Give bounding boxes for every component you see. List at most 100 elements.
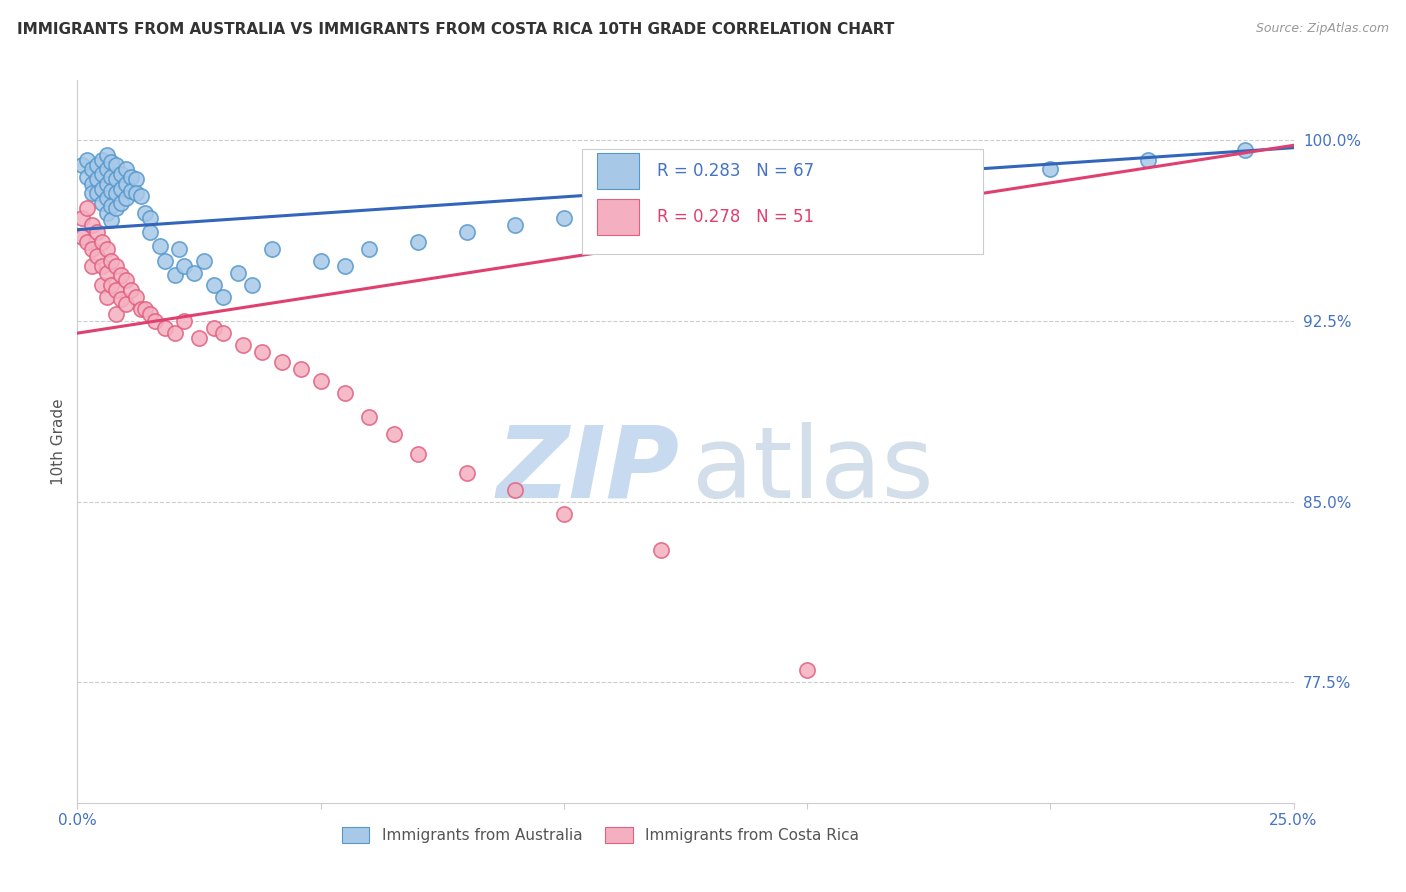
Point — [139, 211, 162, 225]
Point — [942, 172, 965, 186]
Point — [183, 266, 205, 280]
Point — [90, 181, 112, 195]
Point — [90, 153, 112, 167]
Point — [110, 196, 132, 211]
Point — [406, 235, 429, 249]
Point — [1039, 162, 1062, 177]
Point — [163, 268, 186, 283]
Point — [173, 259, 195, 273]
Text: atlas: atlas — [692, 422, 934, 519]
Point — [169, 242, 191, 256]
Point — [105, 283, 128, 297]
Point — [100, 155, 122, 169]
Point — [100, 253, 122, 268]
Point — [80, 242, 103, 256]
Point — [76, 153, 98, 167]
Point — [359, 242, 381, 256]
Point — [76, 235, 98, 249]
Point — [129, 189, 152, 203]
Point — [553, 507, 575, 521]
Point — [125, 172, 148, 186]
Point — [105, 186, 128, 201]
Point — [650, 201, 672, 215]
Point — [650, 542, 672, 557]
Point — [80, 218, 103, 232]
Point — [110, 293, 132, 307]
Point — [134, 301, 156, 316]
Point — [173, 314, 195, 328]
Point — [193, 253, 215, 268]
Point — [115, 273, 138, 287]
Point — [202, 321, 225, 335]
Point — [115, 177, 138, 191]
Point — [893, 230, 915, 244]
Point — [76, 169, 98, 184]
Point — [120, 169, 142, 184]
Point — [309, 374, 332, 388]
Point — [232, 338, 254, 352]
Point — [90, 278, 112, 293]
Text: ZIP: ZIP — [496, 422, 679, 519]
Point — [90, 196, 112, 211]
Point — [1136, 153, 1159, 167]
Point — [153, 253, 176, 268]
Point — [163, 326, 186, 340]
Point — [80, 186, 103, 201]
Point — [110, 181, 132, 195]
Point — [382, 427, 405, 442]
Point — [212, 326, 235, 340]
Point — [260, 242, 283, 256]
Point — [149, 239, 172, 253]
Point — [86, 225, 108, 239]
Point — [333, 259, 356, 273]
Point — [456, 466, 478, 480]
Point — [110, 268, 132, 283]
Point — [86, 157, 108, 171]
Point — [70, 157, 93, 171]
Point — [309, 253, 332, 268]
Point — [120, 283, 142, 297]
Y-axis label: 10th Grade: 10th Grade — [51, 398, 66, 485]
Point — [80, 259, 103, 273]
Point — [90, 235, 112, 249]
Point — [143, 314, 166, 328]
Point — [503, 483, 526, 497]
Point — [96, 205, 118, 219]
Point — [796, 663, 818, 677]
Point — [90, 259, 112, 273]
Point — [105, 172, 128, 186]
Point — [212, 290, 235, 304]
Point — [86, 249, 108, 263]
Point — [90, 167, 112, 181]
Text: IMMIGRANTS FROM AUSTRALIA VS IMMIGRANTS FROM COSTA RICA 10TH GRADE CORRELATION C: IMMIGRANTS FROM AUSTRALIA VS IMMIGRANTS … — [17, 22, 894, 37]
Point — [553, 211, 575, 225]
Point — [105, 307, 128, 321]
Point — [86, 172, 108, 186]
Point — [202, 278, 225, 293]
Point — [129, 301, 152, 316]
FancyBboxPatch shape — [596, 153, 640, 189]
Point — [242, 278, 264, 293]
Point — [86, 186, 108, 201]
Text: Source: ZipAtlas.com: Source: ZipAtlas.com — [1256, 22, 1389, 36]
Point — [96, 148, 118, 162]
Point — [120, 184, 142, 198]
FancyBboxPatch shape — [582, 149, 983, 253]
Point — [100, 184, 122, 198]
Point — [333, 386, 356, 401]
Point — [96, 266, 118, 280]
Point — [125, 186, 148, 201]
Point — [456, 225, 478, 239]
Point — [250, 345, 273, 359]
Point — [105, 157, 128, 171]
FancyBboxPatch shape — [596, 199, 640, 235]
Point — [747, 191, 769, 205]
Text: R = 0.278   N = 51: R = 0.278 N = 51 — [658, 208, 814, 226]
Point — [226, 266, 249, 280]
Point — [105, 201, 128, 215]
Point — [96, 177, 118, 191]
Point — [110, 167, 132, 181]
Point — [359, 410, 381, 425]
Point — [188, 331, 211, 345]
Point — [80, 177, 103, 191]
